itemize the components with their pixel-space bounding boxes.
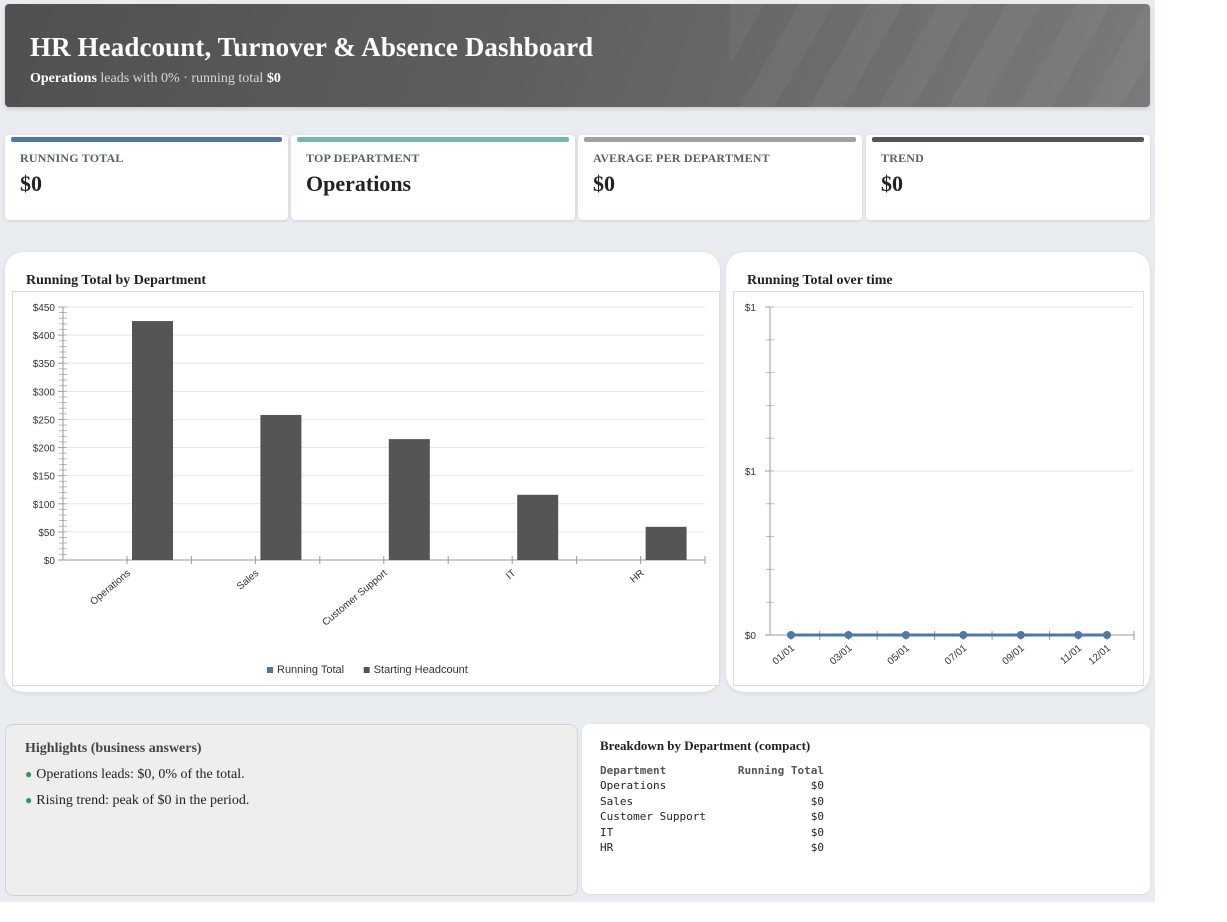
- bar-starting-headcount: [132, 321, 173, 560]
- x-tick-label: 03/01: [828, 643, 855, 668]
- page-title: HR Headcount, Turnover & Absence Dashboa…: [30, 32, 593, 63]
- y-tick-label: $50: [38, 528, 55, 539]
- y-tick-label: $350: [33, 359, 56, 370]
- y-tick-label: $450: [33, 303, 56, 314]
- bar-chart-card: Running Total by Department $0 $50 $100 $15…: [5, 252, 720, 692]
- bullet-dot-icon: ●: [25, 793, 32, 807]
- legend-swatch: [364, 667, 370, 673]
- table-row: Sales $0: [600, 794, 824, 810]
- kpi-accent-bar: [11, 137, 282, 142]
- line-point: [902, 631, 910, 639]
- breakdown-title: Breakdown by Department (compact): [600, 738, 810, 754]
- kpi-accent-bar: [584, 137, 856, 142]
- y-tick-label: $300: [33, 387, 56, 398]
- kpi-value: $0: [593, 171, 615, 197]
- table-row: Operations $0: [600, 778, 824, 794]
- bar-chart-title: Running Total by Department: [26, 273, 206, 289]
- highlight-item: ● Rising trend: peak of $0 in the period.: [25, 793, 249, 809]
- kpi-running-total: Running total $0: [5, 135, 288, 220]
- y-tick-label: $1: [745, 303, 757, 314]
- column-header-department: Department: [600, 762, 730, 778]
- line-chart-plot-frame: $0 $1 $1 01/01 03/01 05/01 07/01 09/01 11/01 12/0…: [733, 291, 1144, 686]
- page-subtitle: Operations leads with 0% · running total…: [30, 71, 281, 87]
- y-tick-label: $0: [745, 631, 757, 642]
- line-point: [787, 631, 795, 639]
- kpi-trend: Trend $0: [866, 135, 1150, 220]
- kpi-top-department: Top department Operations: [291, 135, 575, 220]
- x-tick-label: Sales: [235, 568, 261, 593]
- y-tick-label: $250: [33, 415, 56, 426]
- kpi-value: Operations: [306, 171, 411, 197]
- subtitle-total: $0: [267, 71, 281, 86]
- y-tick-label: $150: [33, 472, 56, 483]
- kpi-accent-bar: [297, 137, 569, 142]
- highlights-panel: Highlights (business answers) ● Operation…: [5, 724, 578, 896]
- kpi-value: $0: [881, 171, 903, 197]
- x-tick-label: 11/01: [1059, 643, 1085, 667]
- y-tick-label: $200: [33, 444, 56, 455]
- bar-chart: $0 $50 $100 $150 $200 $250 $300 $350 $400 $450 Ope…: [13, 292, 719, 685]
- kpi-average-per-department: Average per department $0: [578, 135, 862, 220]
- kpi-label: Running total: [20, 151, 124, 166]
- kpi-accent-bar: [872, 137, 1144, 142]
- kpi-value: $0: [20, 171, 42, 197]
- line-point: [1074, 631, 1082, 639]
- column-header-running-total: Running Total: [730, 762, 824, 778]
- bar-starting-headcount: [517, 495, 558, 560]
- x-tick-label: 12/01: [1087, 643, 1114, 668]
- kpi-label: Trend: [881, 151, 924, 166]
- dashboard-page: HR Headcount, Turnover & Absence Dashboa…: [0, 0, 1155, 902]
- line-chart: $0 $1 $1 01/01 03/01 05/01 07/01 09/01 11/01 12/0…: [734, 292, 1143, 685]
- bar-chart-plot-frame: $0 $50 $100 $150 $200 $250 $300 $350 $400 $450 Ope…: [12, 291, 720, 686]
- table-header-row: Department Running Total: [600, 762, 824, 778]
- bar-starting-headcount: [260, 415, 301, 560]
- line-point: [959, 631, 967, 639]
- line-point: [1103, 631, 1111, 639]
- y-tick-label: $1: [745, 467, 757, 478]
- x-tick-label: HR: [628, 568, 646, 586]
- x-tick-label: 07/01: [943, 643, 970, 668]
- legend-swatch: [267, 667, 273, 673]
- kpi-label: Average per department: [593, 151, 770, 166]
- x-tick-label: 09/01: [1001, 643, 1028, 668]
- x-tick-label: 05/01: [886, 643, 913, 668]
- table-row: HR $0: [600, 840, 824, 856]
- legend-label: Running Total: [277, 664, 344, 676]
- line-point: [844, 631, 852, 639]
- x-tick-label: IT: [504, 568, 518, 582]
- highlights-list: ● Operations leads: $0, 0% of the total. …: [25, 767, 249, 819]
- highlight-item: ● Operations leads: $0, 0% of the total.: [25, 767, 249, 783]
- subtitle-text: leads with 0% · running total: [97, 71, 267, 86]
- chart-legend: Running Total Starting Headcount: [267, 664, 468, 676]
- breakdown-table: Department Running Total Operations $0 Sa…: [600, 762, 824, 856]
- kpi-label: Top department: [306, 151, 420, 166]
- breakdown-panel: Breakdown by Department (compact) Depart…: [582, 724, 1150, 894]
- y-tick-label: $0: [44, 556, 56, 567]
- legend-label: Starting Headcount: [374, 664, 468, 676]
- table-row: Customer Support $0: [600, 809, 824, 825]
- line-chart-title: Running Total over time: [747, 273, 893, 289]
- bar-starting-headcount: [389, 439, 430, 560]
- bullet-dot-icon: ●: [25, 767, 32, 781]
- x-tick-label: Customer Support: [320, 568, 389, 629]
- x-tick-label: 01/01: [771, 643, 798, 668]
- x-tick-label: Operations: [88, 568, 133, 608]
- table-row: IT $0: [600, 825, 824, 841]
- dashboard-header: HR Headcount, Turnover & Absence Dashboa…: [5, 4, 1150, 107]
- line-point: [1017, 631, 1025, 639]
- line-chart-card: Running Total over time $0 $1 $1 01/01 03/01…: [726, 252, 1150, 692]
- bar-starting-headcount: [646, 527, 687, 560]
- subtitle-lead: Operations: [30, 71, 97, 86]
- y-tick-label: $400: [33, 331, 56, 342]
- header-decoration: [730, 4, 1150, 107]
- highlights-title: Highlights (business answers): [25, 741, 202, 757]
- y-tick-label: $100: [33, 500, 56, 511]
